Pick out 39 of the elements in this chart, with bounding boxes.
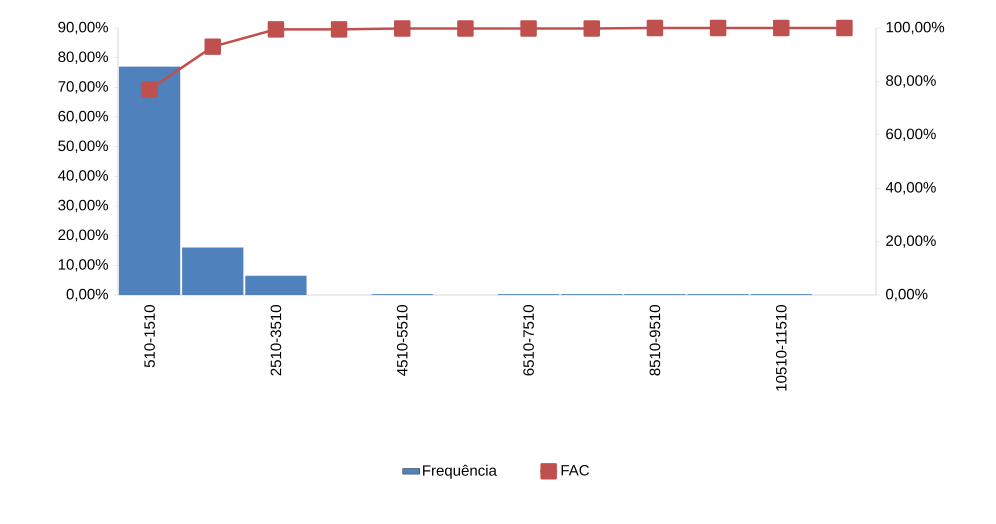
y2-tick-label: 80,00% — [886, 75, 936, 88]
point — [457, 20, 474, 37]
y2-tick-label: 100,00% — [886, 22, 944, 34]
legend-label: FAC — [562, 464, 589, 476]
y2-tick-label: 20,00% — [886, 235, 936, 248]
y-tick-label: 0,00% — [66, 288, 108, 302]
y-tick-label: 10,00% — [58, 259, 108, 272]
point — [836, 20, 853, 36]
y2-tick-label: 60,00% — [886, 128, 936, 141]
point — [394, 20, 410, 37]
point — [584, 20, 600, 37]
y-tick-label: 20,00% — [58, 229, 108, 242]
y2-tick-label: 40,00% — [886, 182, 936, 194]
x-tick-label: 510-1510 — [144, 305, 155, 368]
point — [773, 20, 790, 36]
x-tick-label: 10510-11510 — [776, 305, 787, 391]
y-tick-label: 90,00% — [58, 22, 108, 34]
point — [330, 21, 348, 38]
x-tick-label: 2510-3510 — [270, 305, 282, 376]
legend-label: Frequência — [423, 464, 497, 479]
point — [710, 20, 726, 36]
point — [204, 38, 221, 55]
x-tick-label: 8510-9510 — [650, 305, 660, 376]
y-tick-label: 70,00% — [58, 81, 108, 94]
x-tick-label: 4510-5510 — [396, 305, 408, 376]
y-tick-label: 50,00% — [58, 140, 108, 153]
y-tick-label: 40,00% — [58, 170, 108, 183]
point — [141, 81, 158, 98]
bar — [118, 66, 180, 295]
y-tick-label: 30,00% — [58, 200, 108, 212]
bar — [182, 248, 244, 295]
point — [268, 21, 284, 38]
y-tick-label: 60,00% — [58, 110, 108, 124]
bar — [245, 276, 307, 295]
x-tick-label: 6510-7510 — [523, 305, 534, 376]
point — [520, 20, 537, 37]
y2-tick-label: 0,00% — [886, 288, 928, 302]
point — [646, 20, 664, 36]
y-tick-label: 80,00% — [58, 51, 108, 64]
